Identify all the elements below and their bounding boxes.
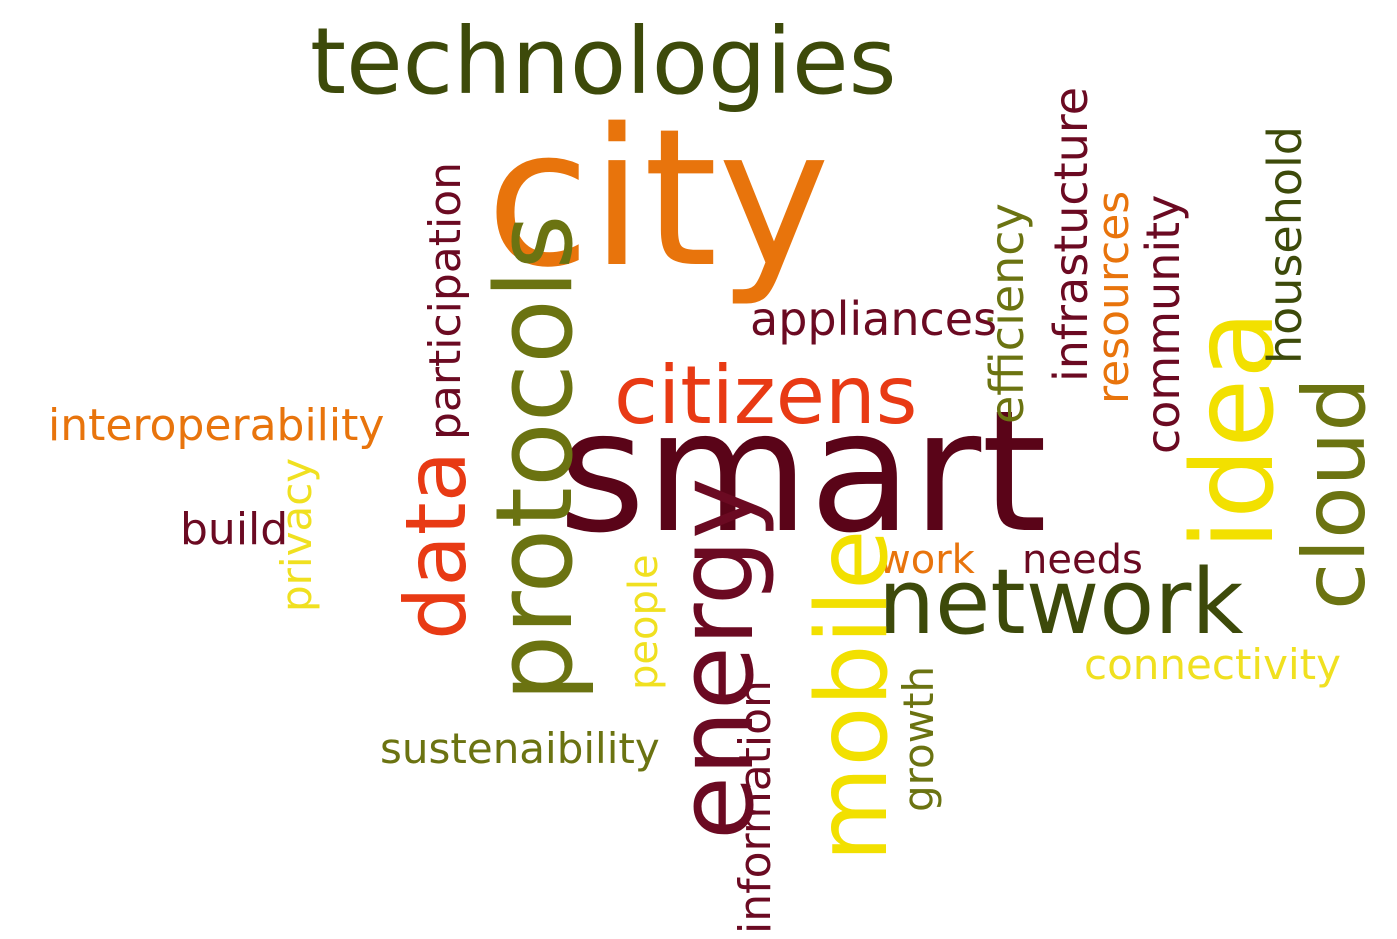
word-participation: participation — [420, 161, 471, 440]
word-privacy: privacy — [272, 457, 321, 612]
word-information: information — [730, 680, 781, 934]
word-household: household — [1258, 126, 1312, 364]
word-data: data — [387, 450, 485, 640]
word-growth: growth — [894, 665, 943, 812]
word-build: build — [180, 504, 289, 555]
word-efficiency: efficiency — [980, 203, 1034, 424]
word-interoperability: interoperability — [48, 400, 385, 451]
word-mobile: mobile — [796, 529, 910, 862]
word-technologies: technologies — [310, 8, 897, 115]
word-protocols: protocols — [473, 214, 596, 702]
word-connectivity: connectivity — [1084, 640, 1341, 689]
word-city: city — [486, 88, 831, 309]
word-cloud: cloud — [1285, 377, 1385, 610]
word-resources: resources — [1088, 190, 1139, 404]
word-citizens: citizens — [614, 349, 918, 442]
word-appliances: appliances — [750, 292, 998, 346]
word-work: work — [878, 537, 975, 583]
word-smart: smart — [558, 374, 1048, 570]
word-network: network — [878, 550, 1244, 655]
word-sustenaibility: sustenaibility — [380, 724, 660, 773]
word-needs: needs — [1022, 537, 1143, 583]
